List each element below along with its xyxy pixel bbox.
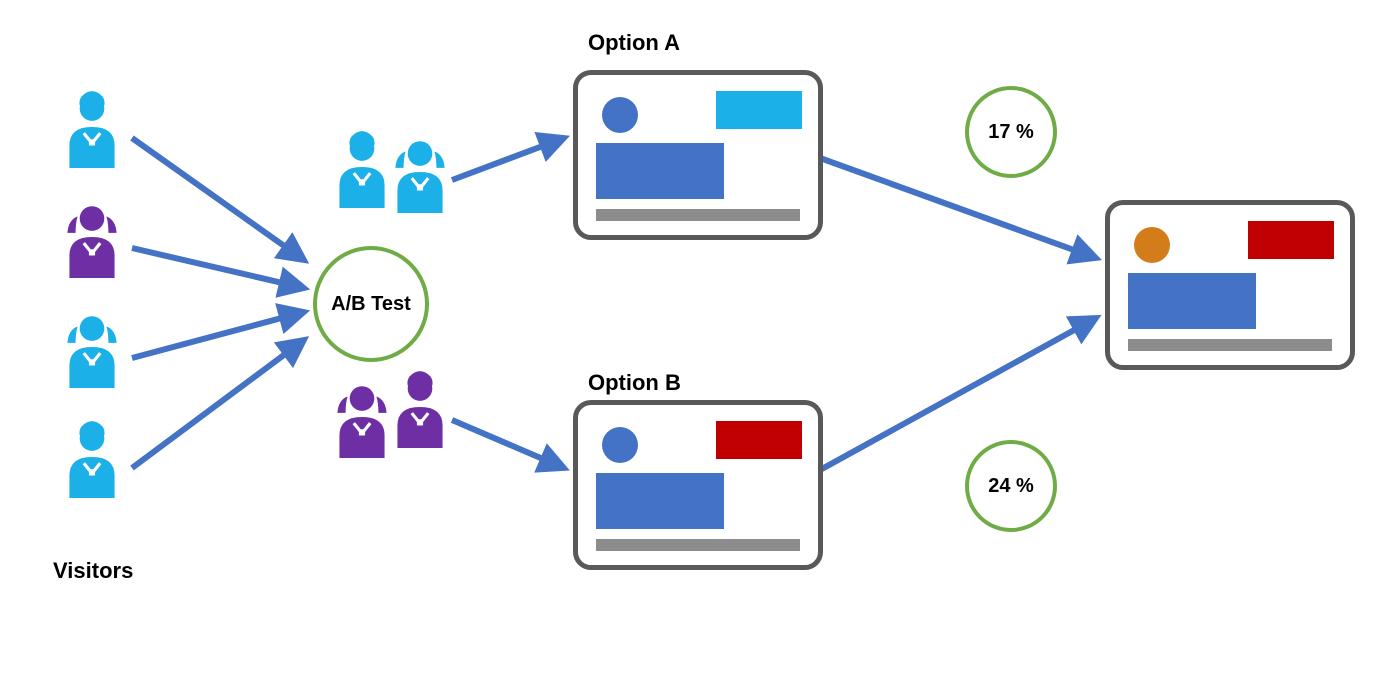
option-a-card [573, 70, 823, 240]
percent-b-ring: 24 % [965, 440, 1057, 532]
person-icon-visitor-0 [60, 88, 124, 173]
person-icon-visitor-1 [60, 198, 124, 283]
option-b-card-footer-bar [596, 539, 800, 551]
ab-test-ring-text: A/B Test [331, 293, 411, 316]
percent-b-ring-text: 24 % [988, 475, 1034, 498]
option-a-card-dot-icon [602, 97, 638, 133]
result-card-accent-box [1248, 221, 1334, 259]
visitors-label: Visitors [53, 558, 133, 584]
option-a-card-content-box [596, 143, 724, 199]
person-icon-group-a-1 [388, 133, 452, 218]
option-a-card-accent-box [716, 91, 802, 129]
flow-arrow [132, 312, 304, 358]
result-card-footer-bar [1128, 339, 1332, 351]
person-icon-group-a-0 [330, 128, 394, 213]
option-b-label: Option B [588, 370, 681, 396]
ab-test-ring: A/B Test [313, 246, 429, 362]
person-icon-visitor-3 [60, 418, 124, 503]
flow-arrow [820, 318, 1096, 470]
result-card-dot-icon [1134, 227, 1170, 263]
percent-a-ring-text: 17 % [988, 121, 1034, 144]
option-a-card-footer-bar [596, 209, 800, 221]
flow-arrow [820, 158, 1096, 258]
flow-arrow [132, 138, 304, 260]
person-icon-group-b-1 [388, 368, 452, 453]
option-b-card [573, 400, 823, 570]
percent-a-ring: 17 % [965, 86, 1057, 178]
option-b-card-dot-icon [602, 427, 638, 463]
option-a-label: Option A [588, 30, 680, 56]
flow-arrow [452, 420, 564, 468]
person-icon-visitor-2 [60, 308, 124, 393]
flow-arrow [132, 248, 304, 288]
option-b-card-accent-box [716, 421, 802, 459]
person-icon-group-b-0 [330, 378, 394, 463]
option-b-card-content-box [596, 473, 724, 529]
result-card-content-box [1128, 273, 1256, 329]
result-card [1105, 200, 1355, 370]
flow-arrow [132, 340, 304, 468]
flow-arrow [452, 138, 564, 180]
